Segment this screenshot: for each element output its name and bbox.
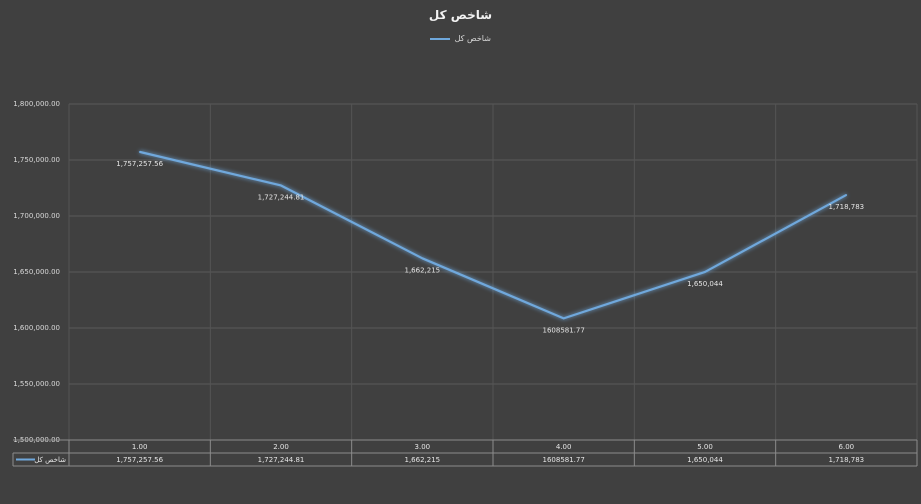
legend-line-swatch — [430, 37, 451, 40]
x-category-label: 4.00 — [556, 443, 572, 451]
table-value-cell: 1,718,783 — [829, 456, 865, 464]
data-point — [562, 317, 565, 320]
table-value-cell: 1,650,044 — [687, 456, 723, 464]
x-category-label: 2.00 — [273, 443, 289, 451]
y-tick-label: 1,650,000.00 — [13, 268, 60, 276]
data-label: 1,718,783 — [829, 203, 865, 211]
table-value-cell: 1,757,257.56 — [116, 456, 163, 464]
chart-title: شاخص کل — [428, 8, 493, 22]
x-category-label: 3.00 — [415, 443, 431, 451]
y-tick-label: 1,550,000.00 — [13, 380, 60, 388]
table-value-cell: 1608581.77 — [543, 456, 585, 464]
x-category-label: 6.00 — [839, 443, 855, 451]
table-value-cell: 1,727,244.81 — [258, 456, 305, 464]
y-tick-label: 1,600,000.00 — [13, 324, 60, 332]
data-label: 1608581.77 — [543, 326, 585, 334]
data-label: 1,650,044 — [687, 280, 723, 288]
x-category-label: 5.00 — [697, 443, 713, 451]
y-tick-label: 1,750,000.00 — [13, 156, 60, 164]
y-tick-label: 1,700,000.00 — [13, 212, 60, 220]
data-point — [704, 271, 706, 273]
table-value-cell: 1,662,215 — [405, 456, 441, 464]
data-label: 1,727,244.81 — [258, 193, 305, 201]
legend: شاخص کل — [0, 34, 921, 43]
series-line — [139, 150, 847, 320]
y-tick-label: 1,800,000.00 — [13, 100, 60, 108]
data-point — [280, 184, 282, 187]
data-label: 1,757,257.56 — [116, 160, 163, 168]
data-label: 1,662,215 — [405, 266, 441, 274]
data-point — [421, 257, 424, 260]
table-series-name: شاخص کل — [34, 456, 66, 464]
data-point — [845, 194, 848, 196]
data-point — [138, 151, 141, 153]
legend-series-label: شاخص کل — [454, 34, 491, 43]
x-category-label: 1.00 — [132, 443, 148, 451]
